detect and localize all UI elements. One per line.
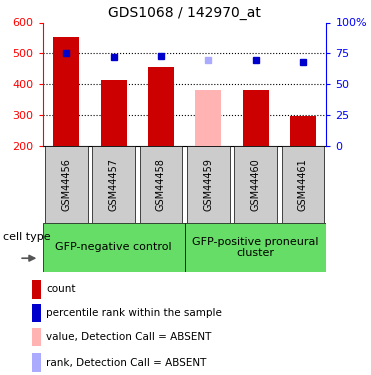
Bar (32, 304, 41, 322)
Bar (43, 223, 184, 272)
Bar (243, 90, 269, 146)
Bar (101, 80, 127, 146)
Text: cell type: cell type (3, 232, 51, 242)
Bar (139, 146, 182, 223)
Bar (32, 353, 41, 372)
Text: GSM44461: GSM44461 (298, 158, 308, 211)
Bar (234, 146, 277, 223)
Bar (45, 146, 88, 223)
Bar (32, 280, 41, 298)
Text: GSM44457: GSM44457 (109, 158, 119, 211)
Text: GSM44456: GSM44456 (61, 158, 71, 211)
Bar (187, 146, 230, 223)
Bar (195, 90, 221, 146)
Bar (92, 146, 135, 223)
Text: GFP-positive proneural
cluster: GFP-positive proneural cluster (192, 237, 319, 258)
Title: GDS1068 / 142970_at: GDS1068 / 142970_at (108, 6, 261, 20)
Text: value, Detection Call = ABSENT: value, Detection Call = ABSENT (46, 332, 212, 342)
Text: percentile rank within the sample: percentile rank within the sample (46, 308, 222, 318)
Bar (282, 146, 324, 223)
Bar (184, 223, 326, 272)
Text: GSM44459: GSM44459 (203, 158, 213, 211)
Text: count: count (46, 284, 76, 294)
Bar (53, 37, 79, 146)
Text: GSM44458: GSM44458 (156, 158, 166, 211)
Bar (32, 328, 41, 346)
Bar (148, 67, 174, 146)
Bar (290, 116, 316, 146)
Text: GFP-negative control: GFP-negative control (55, 243, 172, 252)
Text: rank, Detection Call = ABSENT: rank, Detection Call = ABSENT (46, 358, 207, 368)
Text: GSM44460: GSM44460 (250, 158, 260, 211)
